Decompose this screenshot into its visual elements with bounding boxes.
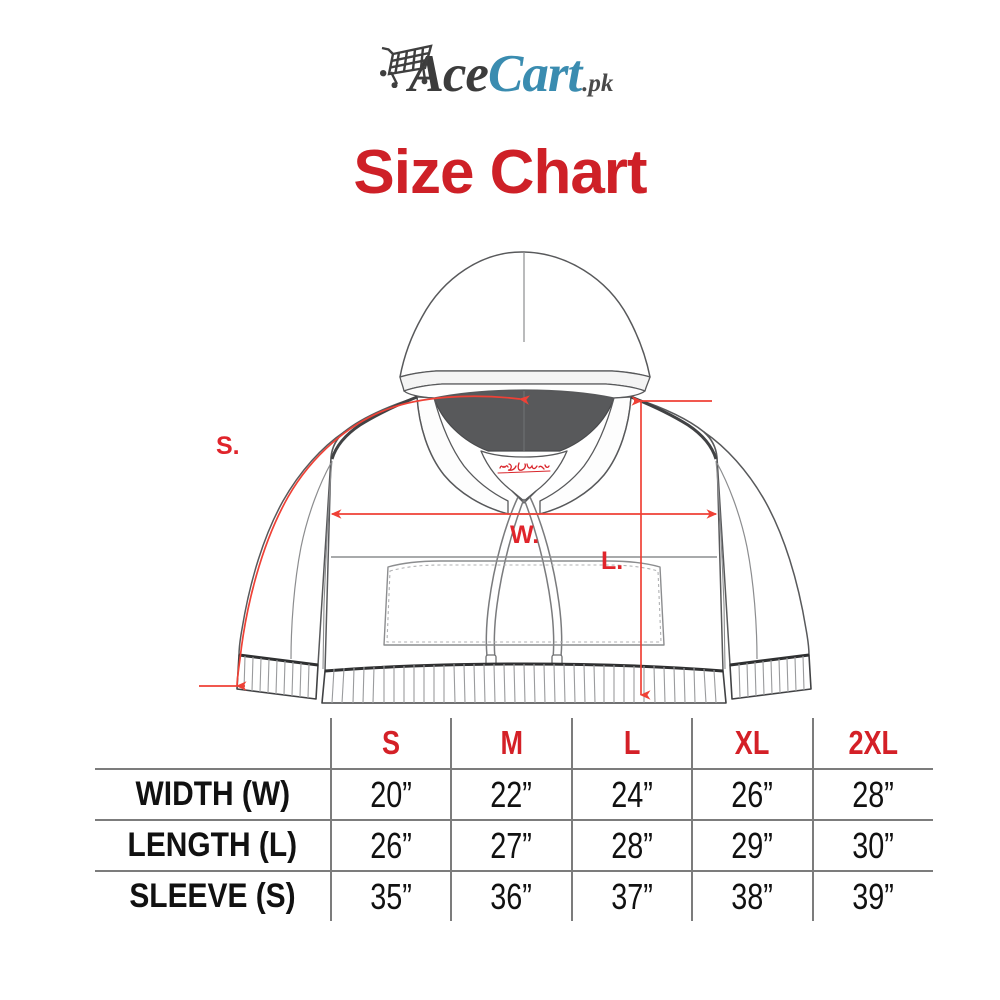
column-header-xl: XL: [691, 718, 813, 769]
hood-outer: [399, 251, 651, 378]
cell-width-s: 20”: [329, 768, 452, 820]
column-header-l: L: [570, 718, 693, 769]
shopping-cart-icon: [379, 44, 433, 88]
cell-length-m: 27”: [450, 819, 572, 871]
table-corner-cell: [95, 718, 331, 769]
brand-logo: Ace Cart .pk: [0, 44, 1000, 112]
cell-length-xl: 29”: [691, 819, 813, 871]
hoodie-garment: [236, 251, 812, 704]
right-cuff-texture: [738, 655, 805, 699]
logo-text-cart: Cart: [487, 45, 582, 103]
cell-sleeve-m: 36”: [450, 870, 572, 921]
cell-width-m: 22”: [450, 768, 572, 820]
width-label: W.: [510, 521, 539, 549]
table-row-width: WIDTH (W) 20” 22” 24” 26” 28”: [95, 768, 933, 820]
cell-width-2xl: 28”: [811, 768, 933, 820]
logo-text-tld: .pk: [582, 70, 614, 97]
cell-sleeve-l: 37”: [570, 870, 693, 921]
width-measurement: W.: [330, 509, 718, 549]
row-label-length: LENGTH (L): [95, 819, 331, 871]
right-side-contour: [715, 460, 726, 670]
cell-width-xl: 26”: [691, 768, 813, 820]
cell-sleeve-2xl: 39”: [811, 870, 933, 921]
cell-length-l: 28”: [570, 819, 693, 871]
table-row-sleeve: SLEEVE (S) 35” 36” 37” 38” 39”: [95, 870, 933, 921]
column-header-s: S: [329, 718, 452, 769]
size-chart-table: S M L XL 2XL: [95, 718, 933, 921]
table-row-length: LENGTH (L) 26” 27” 28” 29” 30”: [95, 819, 933, 871]
table-header-row: S M L XL 2XL: [95, 718, 933, 769]
row-label-sleeve: SLEEVE (S): [95, 870, 331, 921]
cell-length-2xl: 30”: [811, 819, 933, 871]
page-title: Size Chart: [353, 138, 647, 207]
column-header-2xl: 2XL: [811, 718, 933, 769]
sleeve-measurement: S.: [199, 395, 531, 691]
cell-sleeve-xl: 38”: [691, 870, 813, 921]
sleeve-label: S.: [216, 432, 240, 460]
right-sleeve-inner-line: [716, 462, 758, 660]
length-label: L.: [601, 547, 623, 575]
row-label-width: WIDTH (W): [95, 768, 331, 820]
cell-sleeve-s: 35”: [329, 870, 452, 921]
column-header-m: M: [450, 718, 572, 769]
hoodie-technical-drawing: S. W. L.: [199, 251, 812, 704]
cell-length-s: 26”: [329, 819, 452, 871]
size-chart-table-wrapper: S M L XL 2XL: [95, 718, 933, 921]
sleeve-measure-line: [235, 395, 531, 691]
right-cuff-top: [729, 653, 810, 667]
cell-width-l: 24”: [570, 768, 693, 820]
length-measurement: L.: [601, 396, 712, 700]
pocket-stitch: [386, 564, 662, 643]
